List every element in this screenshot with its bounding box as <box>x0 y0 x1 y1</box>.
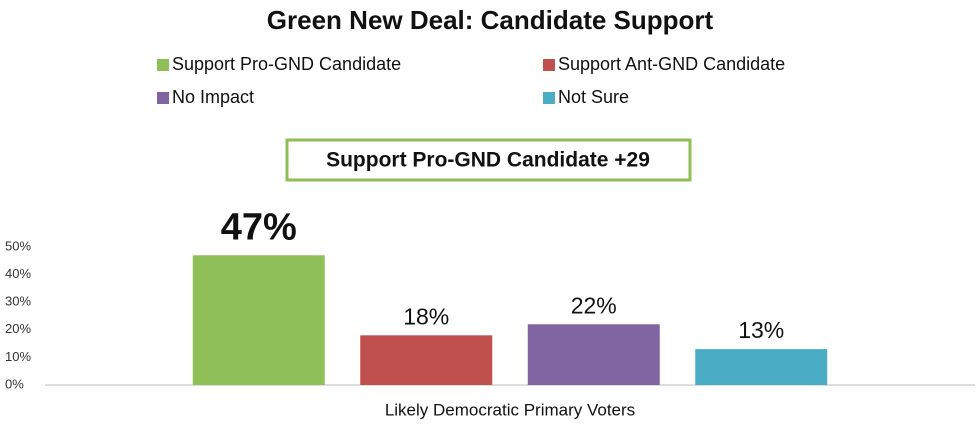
annotation: Support Pro-GND Candidate +29 <box>326 149 650 172</box>
y-tick-label: 20% <box>5 321 31 336</box>
legend-label: No Impact <box>172 87 254 107</box>
value-label: 18% <box>403 303 449 329</box>
y-tick-label: 50% <box>5 238 31 253</box>
y-tick-label: 0% <box>5 376 24 391</box>
bar <box>695 349 828 385</box>
value-label: 47% <box>221 206 297 248</box>
bar <box>192 255 325 385</box>
legend-swatch <box>543 92 555 104</box>
value-label: 13% <box>738 317 784 343</box>
legend-label: Not Sure <box>558 87 629 107</box>
legend-swatch <box>157 59 169 71</box>
legend-label: Support Ant-GND Candidate <box>558 54 785 74</box>
value-label: 22% <box>571 292 617 318</box>
annotation-box <box>285 138 692 182</box>
y-tick-label: 10% <box>5 349 31 364</box>
bar <box>527 324 660 385</box>
chart-title: Green New Deal: Candidate Support <box>267 5 714 35</box>
legend-label: Support Pro-GND Candidate <box>172 54 401 74</box>
x-tick-label: Likely Democratic Primary Voters <box>385 400 635 419</box>
y-tick-label: 40% <box>5 266 31 281</box>
legend-swatch <box>543 59 555 71</box>
y-tick-label: 30% <box>5 294 31 309</box>
bar <box>360 335 493 385</box>
legend-swatch <box>157 92 169 104</box>
